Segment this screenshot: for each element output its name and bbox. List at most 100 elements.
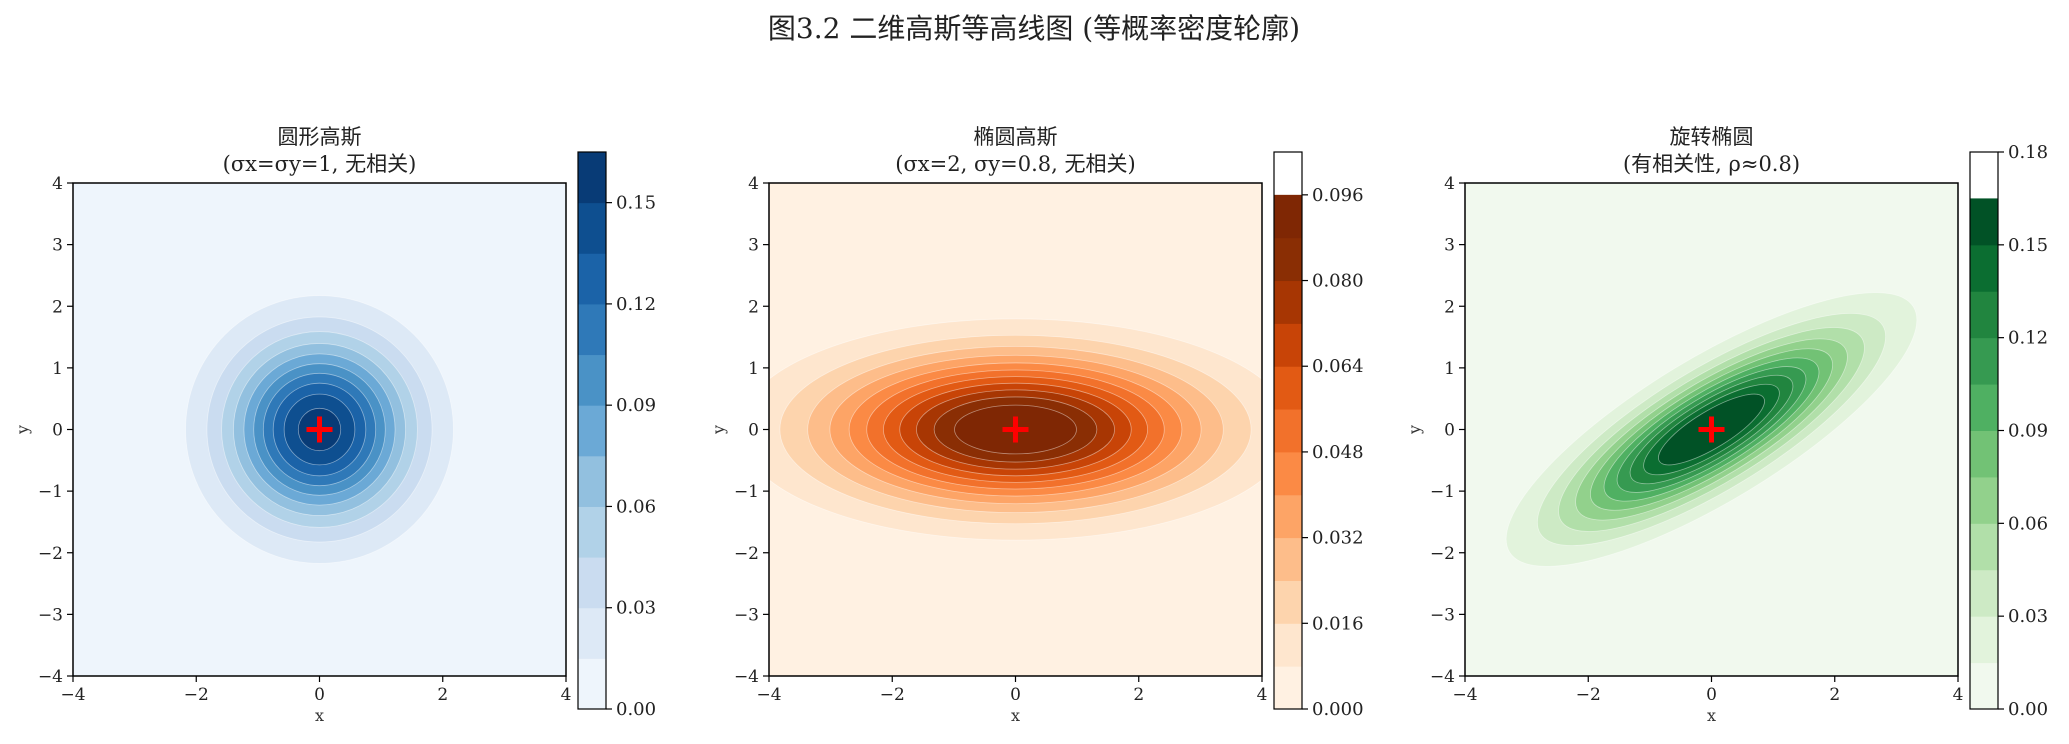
- colorbar-tick-label: 0.080: [1312, 271, 1364, 292]
- x-tick-label: 0: [1010, 685, 1021, 705]
- colorbar-tick-label: 0.09: [2008, 421, 2048, 442]
- x-tick-label: 4: [1953, 685, 1964, 705]
- y-axis-label: y: [709, 425, 728, 435]
- y-tick-label: 3: [52, 236, 63, 256]
- colorbar-frame: [577, 151, 607, 710]
- y-tick-label: 2: [52, 297, 63, 317]
- colorbar-segment: [578, 405, 606, 457]
- y-tick-label: 2: [1444, 297, 1455, 317]
- colorbar-segment: [1970, 384, 1998, 431]
- panel-2: −4 −2 0 2 4 4 3 2 1 0 −1 −2 −3 −4 x y 椭圆高斯 (σx=2, σy=0.8,…: [709, 125, 1364, 725]
- y-tick-label: 2: [748, 297, 759, 317]
- y-tick-label: −4: [1430, 667, 1455, 687]
- y-tick-label: −2: [38, 544, 63, 564]
- y-tick-label: 3: [1444, 236, 1455, 256]
- colorbar-tick-label: 0.03: [616, 598, 656, 619]
- x-tick-label: 4: [1257, 685, 1268, 705]
- colorbar-segment: [1970, 569, 1998, 617]
- y-tick-label: 4: [52, 174, 63, 194]
- colorbar-segment: [1274, 451, 1302, 496]
- contour-bands: [1505, 292, 1918, 567]
- colorbar-tick-label: 0.00: [2008, 699, 2048, 720]
- y-tick-label: −3: [734, 605, 759, 625]
- colorbar: 0.00 0.03 0.06 0.09 0.12 0.15 0.18: [1969, 142, 2048, 720]
- panel-subtitle: (σx=2, σy=0.8, 无相关): [895, 152, 1135, 176]
- x-tick-label: 2: [1829, 685, 1840, 705]
- colorbar-tick-label: 0.09: [616, 395, 656, 416]
- colorbar-segment: [1970, 523, 1998, 571]
- y-tick-label: −1: [1430, 482, 1455, 502]
- colorbar-segment: [1970, 616, 1998, 664]
- colorbar-tick-label: 0.15: [2008, 235, 2048, 256]
- x-tick-label: 4: [561, 685, 572, 705]
- y-tick-label: −3: [1430, 605, 1455, 625]
- colorbar-segment: [578, 455, 606, 507]
- y-tick-label: 1: [52, 359, 63, 379]
- colorbar-segment: [578, 253, 606, 305]
- panel-1: −4 −2 0 2 4 4 3 2 1 0 −1 −2 −3 −4 x y 圆形高斯 (σx=σy=1, 无相关)…: [13, 125, 656, 725]
- colorbar-segment: [1274, 537, 1302, 581]
- panel-subtitle: (有相关性, ρ≈0.8): [1623, 152, 1800, 176]
- colorbar-tick-label: 0.15: [616, 193, 656, 214]
- colorbar-segment: [1970, 244, 1998, 292]
- y-tick-label: −1: [38, 482, 63, 502]
- colorbar-segment: [578, 658, 606, 710]
- x-tick-label: −4: [756, 685, 781, 705]
- colorbar-tick-label: 0.048: [1312, 442, 1364, 463]
- x-tick-label: −4: [1452, 685, 1477, 705]
- y-tick-label: −3: [38, 605, 63, 625]
- colorbar-tick-label: 0.00: [616, 699, 656, 720]
- colorbar-segment: [1274, 666, 1302, 710]
- colorbar-tick-label: 0.18: [2008, 142, 2048, 163]
- panel-3: −4 −2 0 2 4 4 3 2 1 0 −1 −2 −3 −4 x y 旋转椭圆 (有相关性, ρ≈0.8) 0…: [1405, 125, 2048, 725]
- y-axis-label: y: [13, 425, 32, 435]
- panel-title: 圆形高斯: [278, 125, 362, 149]
- colorbar-segment: [1274, 580, 1302, 624]
- colorbar-segment: [1274, 409, 1302, 453]
- colorbar-segment: [1274, 323, 1302, 367]
- y-tick-label: −4: [38, 667, 63, 687]
- colorbar-segment: [1970, 337, 1998, 385]
- colorbar-segment: [1274, 366, 1302, 410]
- colorbar-segment: [578, 152, 606, 204]
- figure-suptitle: 图3.2 二维高斯等高线图 (等概率密度轮廓): [768, 12, 1300, 45]
- y-tick-label: −2: [734, 544, 759, 564]
- y-tick-label: 3: [748, 236, 759, 256]
- colorbar-frame: [1273, 151, 1303, 710]
- colorbar-segment: [578, 557, 606, 609]
- colorbar-segment: [1970, 291, 1998, 339]
- y-tick-label: 4: [1444, 174, 1455, 194]
- colorbar-segment: [578, 354, 606, 406]
- x-tick-label: 0: [1706, 685, 1717, 705]
- y-tick-label: 1: [1444, 359, 1455, 379]
- y-tick-label: −1: [734, 482, 759, 502]
- colorbar-tick-label: 0.03: [2008, 606, 2048, 627]
- x-axis-label: x: [315, 706, 324, 725]
- x-tick-label: −2: [880, 685, 905, 705]
- y-tick-label: 4: [748, 174, 759, 194]
- colorbar-tick-label: 0.000: [1312, 699, 1364, 720]
- y-tick-label: −2: [1430, 544, 1455, 564]
- colorbar-segment: [1274, 494, 1302, 539]
- colorbar-tick-label: 0.12: [616, 294, 656, 315]
- y-tick-label: −4: [734, 667, 759, 687]
- y-axis-label: y: [1405, 425, 1424, 435]
- colorbar-segment: [1274, 194, 1302, 239]
- colorbar-tick-label: 0.12: [2008, 328, 2048, 349]
- colorbar-segment: [1274, 237, 1302, 282]
- colorbar-segment: [578, 202, 606, 254]
- x-tick-label: −4: [60, 685, 85, 705]
- panel-title: 旋转椭圆: [1670, 125, 1754, 149]
- y-tick-label: 0: [1444, 421, 1455, 441]
- colorbar-segment: [1970, 476, 1998, 524]
- colorbar: 0.00 0.03 0.06 0.09 0.12 0.15: [577, 151, 656, 720]
- y-tick-label: 0: [52, 421, 63, 441]
- x-tick-label: −2: [184, 685, 209, 705]
- x-tick-label: 2: [1133, 685, 1144, 705]
- x-axis-label: x: [1011, 706, 1020, 725]
- colorbar-tick-label: 0.064: [1312, 356, 1364, 377]
- y-tick-label: 1: [748, 359, 759, 379]
- colorbar: 0.000 0.016 0.032 0.048 0.064 0.080 0.096: [1273, 151, 1364, 720]
